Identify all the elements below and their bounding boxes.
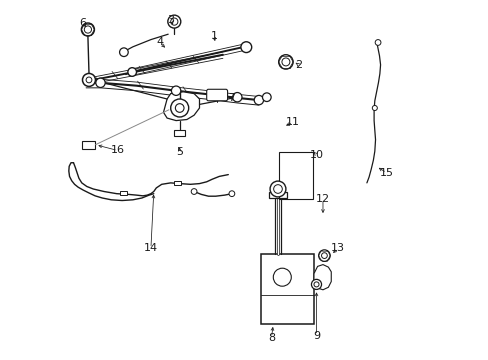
Circle shape: [191, 189, 197, 194]
Circle shape: [232, 93, 242, 102]
Circle shape: [120, 48, 128, 57]
Bar: [174, 130, 185, 136]
Text: 5: 5: [176, 147, 183, 157]
Text: 10: 10: [309, 150, 323, 160]
Text: 6: 6: [80, 18, 86, 28]
Circle shape: [273, 268, 291, 286]
Circle shape: [273, 185, 282, 193]
Polygon shape: [163, 92, 199, 121]
FancyBboxPatch shape: [206, 89, 227, 101]
Text: 11: 11: [285, 117, 300, 127]
Circle shape: [175, 104, 183, 112]
Circle shape: [167, 15, 181, 28]
Text: 3: 3: [167, 15, 174, 25]
Bar: [81, 141, 95, 149]
Circle shape: [86, 77, 92, 83]
Text: 15: 15: [379, 168, 393, 178]
Text: 14: 14: [143, 243, 158, 253]
Text: 9: 9: [312, 330, 320, 341]
Circle shape: [313, 282, 318, 287]
Text: 7: 7: [228, 93, 235, 103]
Circle shape: [81, 23, 94, 36]
Text: 4: 4: [156, 37, 163, 48]
Text: 16: 16: [111, 145, 124, 156]
Bar: [278, 152, 312, 199]
Bar: [174, 181, 181, 185]
Circle shape: [82, 73, 95, 86]
Circle shape: [96, 78, 105, 87]
Circle shape: [127, 68, 136, 76]
Circle shape: [311, 279, 321, 289]
Text: 13: 13: [330, 243, 345, 253]
Circle shape: [170, 99, 188, 117]
Polygon shape: [313, 265, 330, 290]
Text: 8: 8: [267, 333, 274, 343]
Circle shape: [241, 42, 251, 53]
Circle shape: [84, 26, 91, 33]
Circle shape: [278, 55, 292, 69]
Circle shape: [318, 250, 329, 261]
Circle shape: [371, 105, 377, 111]
Text: 12: 12: [315, 194, 329, 204]
Circle shape: [170, 18, 178, 25]
Bar: [260, 254, 313, 324]
Text: 1: 1: [210, 31, 217, 41]
Circle shape: [228, 191, 234, 197]
Circle shape: [321, 253, 326, 258]
Circle shape: [262, 93, 270, 102]
Text: 2: 2: [294, 60, 302, 70]
Bar: [268, 192, 286, 198]
Circle shape: [171, 86, 181, 95]
Bar: [120, 191, 126, 195]
Circle shape: [374, 40, 380, 45]
Circle shape: [282, 58, 289, 66]
Circle shape: [269, 181, 285, 197]
Circle shape: [254, 95, 263, 105]
